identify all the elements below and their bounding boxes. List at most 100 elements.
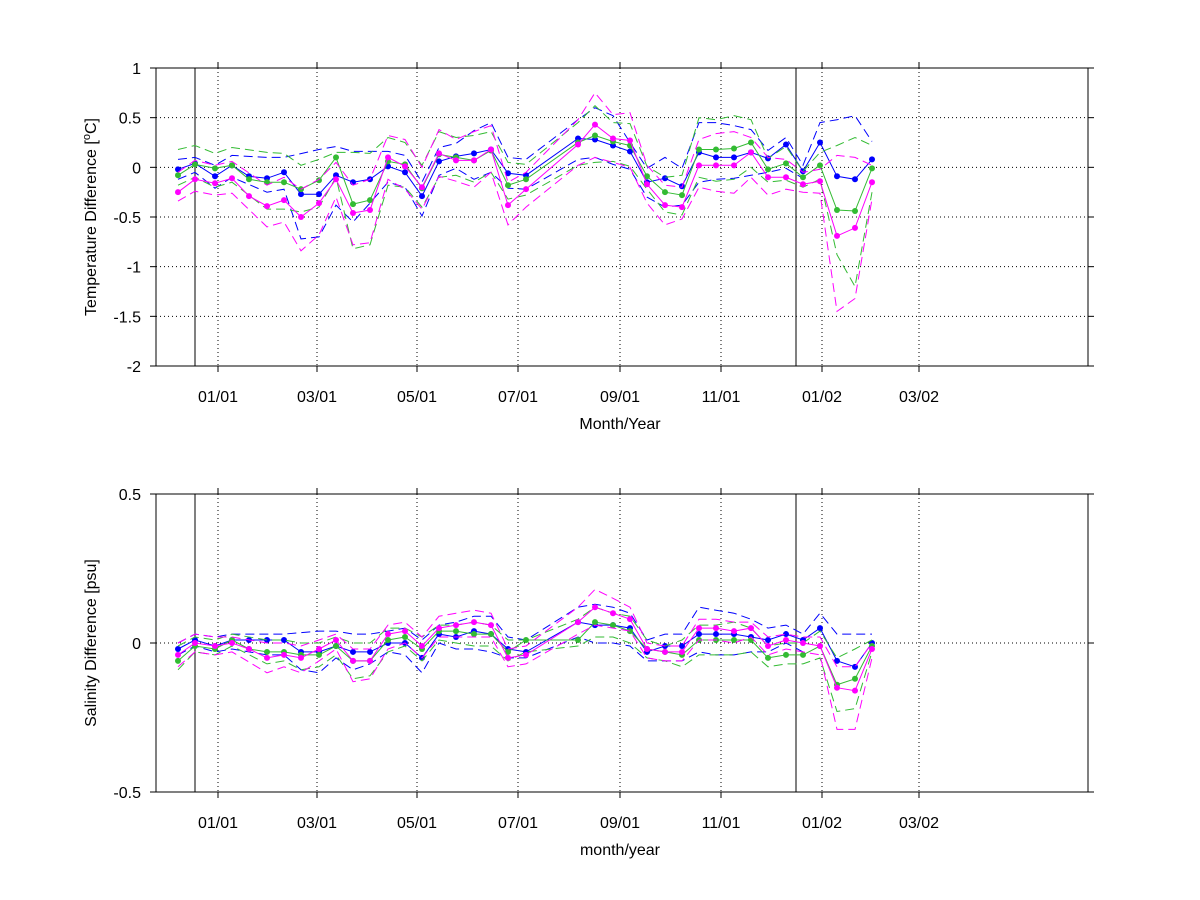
temperature-series-0-point-37 [852,176,858,183]
salinity-series-6-point-5 [264,654,270,661]
temperature-series-0-point-14 [419,193,425,200]
temperature-series-6-point-14 [419,184,425,191]
temperature-xtick-label-5: 11/01 [702,389,741,406]
temperature-y-axis-label: Temperature Difference [oC] [81,118,100,316]
salinity-ticks: -0.5 0 0.5 01/01 03/01 05/01 07/01 09/01 11/01 01… [113,487,1094,832]
temperature-series-3-point-32 [765,166,771,173]
temperature-series-6-point-36 [834,232,840,239]
salinity-series-3-point-17 [471,631,477,638]
salinity-series-6-point-37 [852,687,858,694]
temperature-series-0-point-15 [436,158,442,165]
temperature-series-2-line [177,156,804,240]
temperature-series-6-point-29 [713,162,719,169]
temperature-series-3-point-3 [229,162,235,169]
temperature-series-0-point-33 [783,141,789,148]
salinity-xtick-label-4: 09/01 [600,815,640,832]
temperature-series-3-point-10 [350,201,356,208]
temperature-ytick-label-5: 0.5 [119,111,141,128]
salinity-series-0-point-29 [713,631,719,638]
temperature-series-3-point-22 [592,132,598,139]
temperature-series-0-point-17 [471,150,477,157]
temperature-series-3-point-1 [192,161,198,168]
salinity-series-6-point-26 [662,648,668,655]
temperature-series-6-point-17 [471,157,477,164]
salinity-series-6-point-3 [229,640,235,646]
temperature-series-6-point-23 [610,135,616,142]
temperature-series-0-point-30 [731,154,737,161]
salinity-ytick-label-2: 0.5 [119,487,141,504]
temperature-series-0-point-26 [662,175,668,182]
salinity-series-6-point-32 [765,642,771,649]
temperature-series-6-point-12 [385,154,391,161]
salinity-series-7-line [177,588,873,668]
temperature-ytick-label-1: -1.5 [113,309,141,326]
temperature-series-6-point-25 [644,181,650,188]
temperature-ytick-label-0: -2 [127,359,141,376]
salinity-series-0-point-10 [350,648,356,655]
temperature-series-6-point-33 [783,174,789,181]
temperature-series-8-line [177,156,873,313]
salinity-series-3-point-18 [488,631,494,638]
temperature-series-6-point-30 [731,162,737,169]
temperature-series-6-point-10 [350,210,356,217]
temperature-xtick-label-1: 03/01 [297,389,337,406]
salinity-series-6-point-22 [592,604,598,611]
salinity-ytick-label-0: -0.5 [113,785,141,802]
salinity-ytick-label-1: 0 [132,636,141,653]
temperature-xtick-label-0: 01/01 [198,389,238,406]
salinity-series-3-point-0 [175,657,181,664]
temperature-series-6-point-16 [453,157,459,164]
salinity-series-6-point-9 [333,637,339,644]
temperature-series-0-point-7 [298,191,304,198]
salinity-series-6-point-11 [367,657,373,664]
temperature-series-6-point-20 [523,186,529,193]
salinity-series-0-point-37 [852,663,858,670]
temperature-series-6-point-35 [817,178,823,185]
salinity-series-0-point-35 [817,625,823,632]
salinity-series-8-line [177,624,873,730]
salinity-series-6-point-20 [523,651,529,658]
temperature-series-3-point-38 [869,165,875,172]
temperature-series-3-point-2 [212,165,218,172]
temperature-grid [156,68,1088,366]
salinity-series-3-point-23 [610,622,616,629]
temperature-series-3-point-30 [731,145,737,152]
salinity-series-6-point-21 [575,619,581,626]
salinity-series-6-point-16 [453,622,459,629]
salinity-series-6-point-33 [783,637,789,644]
salinity-series-0-point-0 [175,645,181,652]
salinity-series-2-line [177,636,804,674]
temperature-series-group [175,91,875,313]
temperature-y-axis-label-main: Temperature Difference [ [83,140,100,316]
temperature-series-6-point-32 [765,174,771,181]
temperature-series-6-point-27 [679,204,685,211]
temperature-series-6-point-15 [436,150,442,157]
salinity-series-6-point-1 [192,640,198,646]
salinity-series-6-point-7 [298,654,304,661]
salinity-series-0-point-36 [834,657,840,664]
salinity-series-0-point-11 [367,648,373,655]
temperature-xtick-label-2: 05/01 [397,389,437,406]
temperature-ytick-label-2: -1 [127,260,141,277]
salinity-series-6-point-15 [436,625,442,632]
salinity-series-3-point-34 [800,651,806,658]
temperature-ticks: -2 -1.5 -1 -0.5 0 0.5 1 01/01 03/01 05/01 07/01 09/… [113,61,1094,406]
salinity-series-3-point-30 [731,637,737,644]
salinity-series-0-point-32 [765,637,771,644]
temperature-series-6-point-7 [298,214,304,220]
temperature-series-3-point-27 [679,192,685,199]
salinity-series-6-point-0 [175,651,181,658]
salinity-xtick-label-7: 03/02 [899,815,939,832]
salinity-series-3-point-19 [505,648,511,655]
salinity-series-6-point-25 [644,645,650,652]
temperature-series-6-point-34 [800,181,806,188]
salinity-series-3-point-22 [592,619,598,626]
temperature-panel: -2 -1.5 -1 -0.5 0 0.5 1 01/01 03/01 05/01 07/01 09/… [81,61,1094,433]
salinity-series-6-point-31 [748,625,754,632]
temperature-series-6-point-13 [402,163,408,170]
temperature-series-0-point-6 [281,169,287,176]
salinity-series-6-point-35 [817,642,823,649]
salinity-series-6-point-23 [610,610,616,617]
salinity-series-6-point-10 [350,657,356,664]
